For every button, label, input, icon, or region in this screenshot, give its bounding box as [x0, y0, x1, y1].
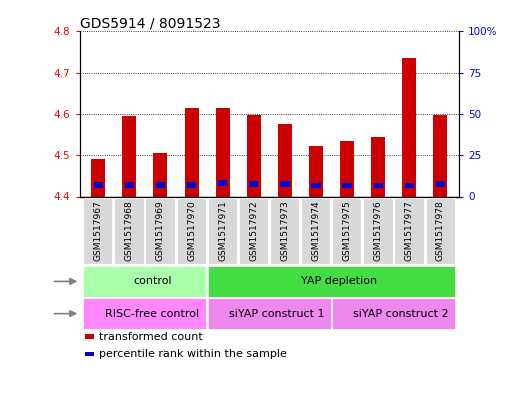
FancyBboxPatch shape [239, 198, 268, 264]
FancyBboxPatch shape [425, 198, 455, 264]
Text: control: control [133, 276, 172, 286]
Bar [85, 352, 94, 356]
FancyBboxPatch shape [176, 198, 206, 264]
Text: GSM1517969: GSM1517969 [156, 200, 165, 261]
FancyBboxPatch shape [270, 198, 299, 264]
Bar [343, 183, 352, 188]
Bar [436, 181, 445, 187]
Bar [187, 182, 196, 188]
Bar [125, 182, 134, 188]
FancyBboxPatch shape [146, 198, 175, 264]
Bar [122, 116, 136, 196]
Text: GSM1517977: GSM1517977 [405, 200, 414, 261]
Text: GSM1517970: GSM1517970 [187, 200, 196, 261]
FancyBboxPatch shape [208, 266, 456, 297]
Bar [93, 182, 103, 188]
FancyBboxPatch shape [332, 298, 456, 329]
FancyBboxPatch shape [83, 298, 206, 329]
Bar [185, 108, 199, 196]
FancyBboxPatch shape [394, 198, 424, 264]
FancyBboxPatch shape [363, 198, 392, 264]
Text: siYAP construct 1: siYAP construct 1 [229, 309, 325, 319]
Bar [85, 334, 94, 339]
Bar [91, 160, 105, 196]
Bar [249, 181, 259, 187]
Text: GSM1517972: GSM1517972 [249, 200, 258, 261]
Text: RISC-free control: RISC-free control [105, 309, 200, 319]
Text: GSM1517974: GSM1517974 [311, 200, 321, 261]
Bar [309, 146, 323, 196]
FancyBboxPatch shape [83, 266, 206, 297]
Bar [433, 115, 447, 196]
Text: GSM1517971: GSM1517971 [218, 200, 227, 261]
Text: GSM1517968: GSM1517968 [125, 200, 134, 261]
FancyBboxPatch shape [301, 198, 330, 264]
Text: GSM1517967: GSM1517967 [94, 200, 103, 261]
Text: GSM1517978: GSM1517978 [436, 200, 445, 261]
Bar [215, 108, 230, 196]
Bar [278, 124, 292, 196]
Text: GSM1517975: GSM1517975 [343, 200, 351, 261]
FancyBboxPatch shape [208, 298, 331, 329]
Bar [218, 180, 227, 186]
Bar [373, 183, 383, 188]
Text: GSM1517973: GSM1517973 [281, 200, 289, 261]
Bar [247, 115, 261, 196]
Bar [311, 183, 321, 188]
FancyBboxPatch shape [114, 198, 144, 264]
Text: YAP depletion: YAP depletion [301, 276, 377, 286]
Bar [153, 153, 167, 196]
Bar [280, 181, 289, 187]
Text: siYAP construct 2: siYAP construct 2 [353, 309, 449, 319]
Bar [371, 137, 385, 196]
Bar [402, 58, 417, 196]
Text: percentile rank within the sample: percentile rank within the sample [99, 349, 287, 359]
FancyBboxPatch shape [332, 198, 362, 264]
Text: transformed count: transformed count [99, 332, 203, 342]
Text: GDS5914 / 8091523: GDS5914 / 8091523 [80, 16, 220, 30]
FancyBboxPatch shape [83, 198, 112, 264]
Bar [405, 183, 414, 188]
Bar [340, 141, 354, 196]
Bar [156, 182, 165, 188]
Text: GSM1517976: GSM1517976 [374, 200, 383, 261]
FancyBboxPatch shape [208, 198, 237, 264]
